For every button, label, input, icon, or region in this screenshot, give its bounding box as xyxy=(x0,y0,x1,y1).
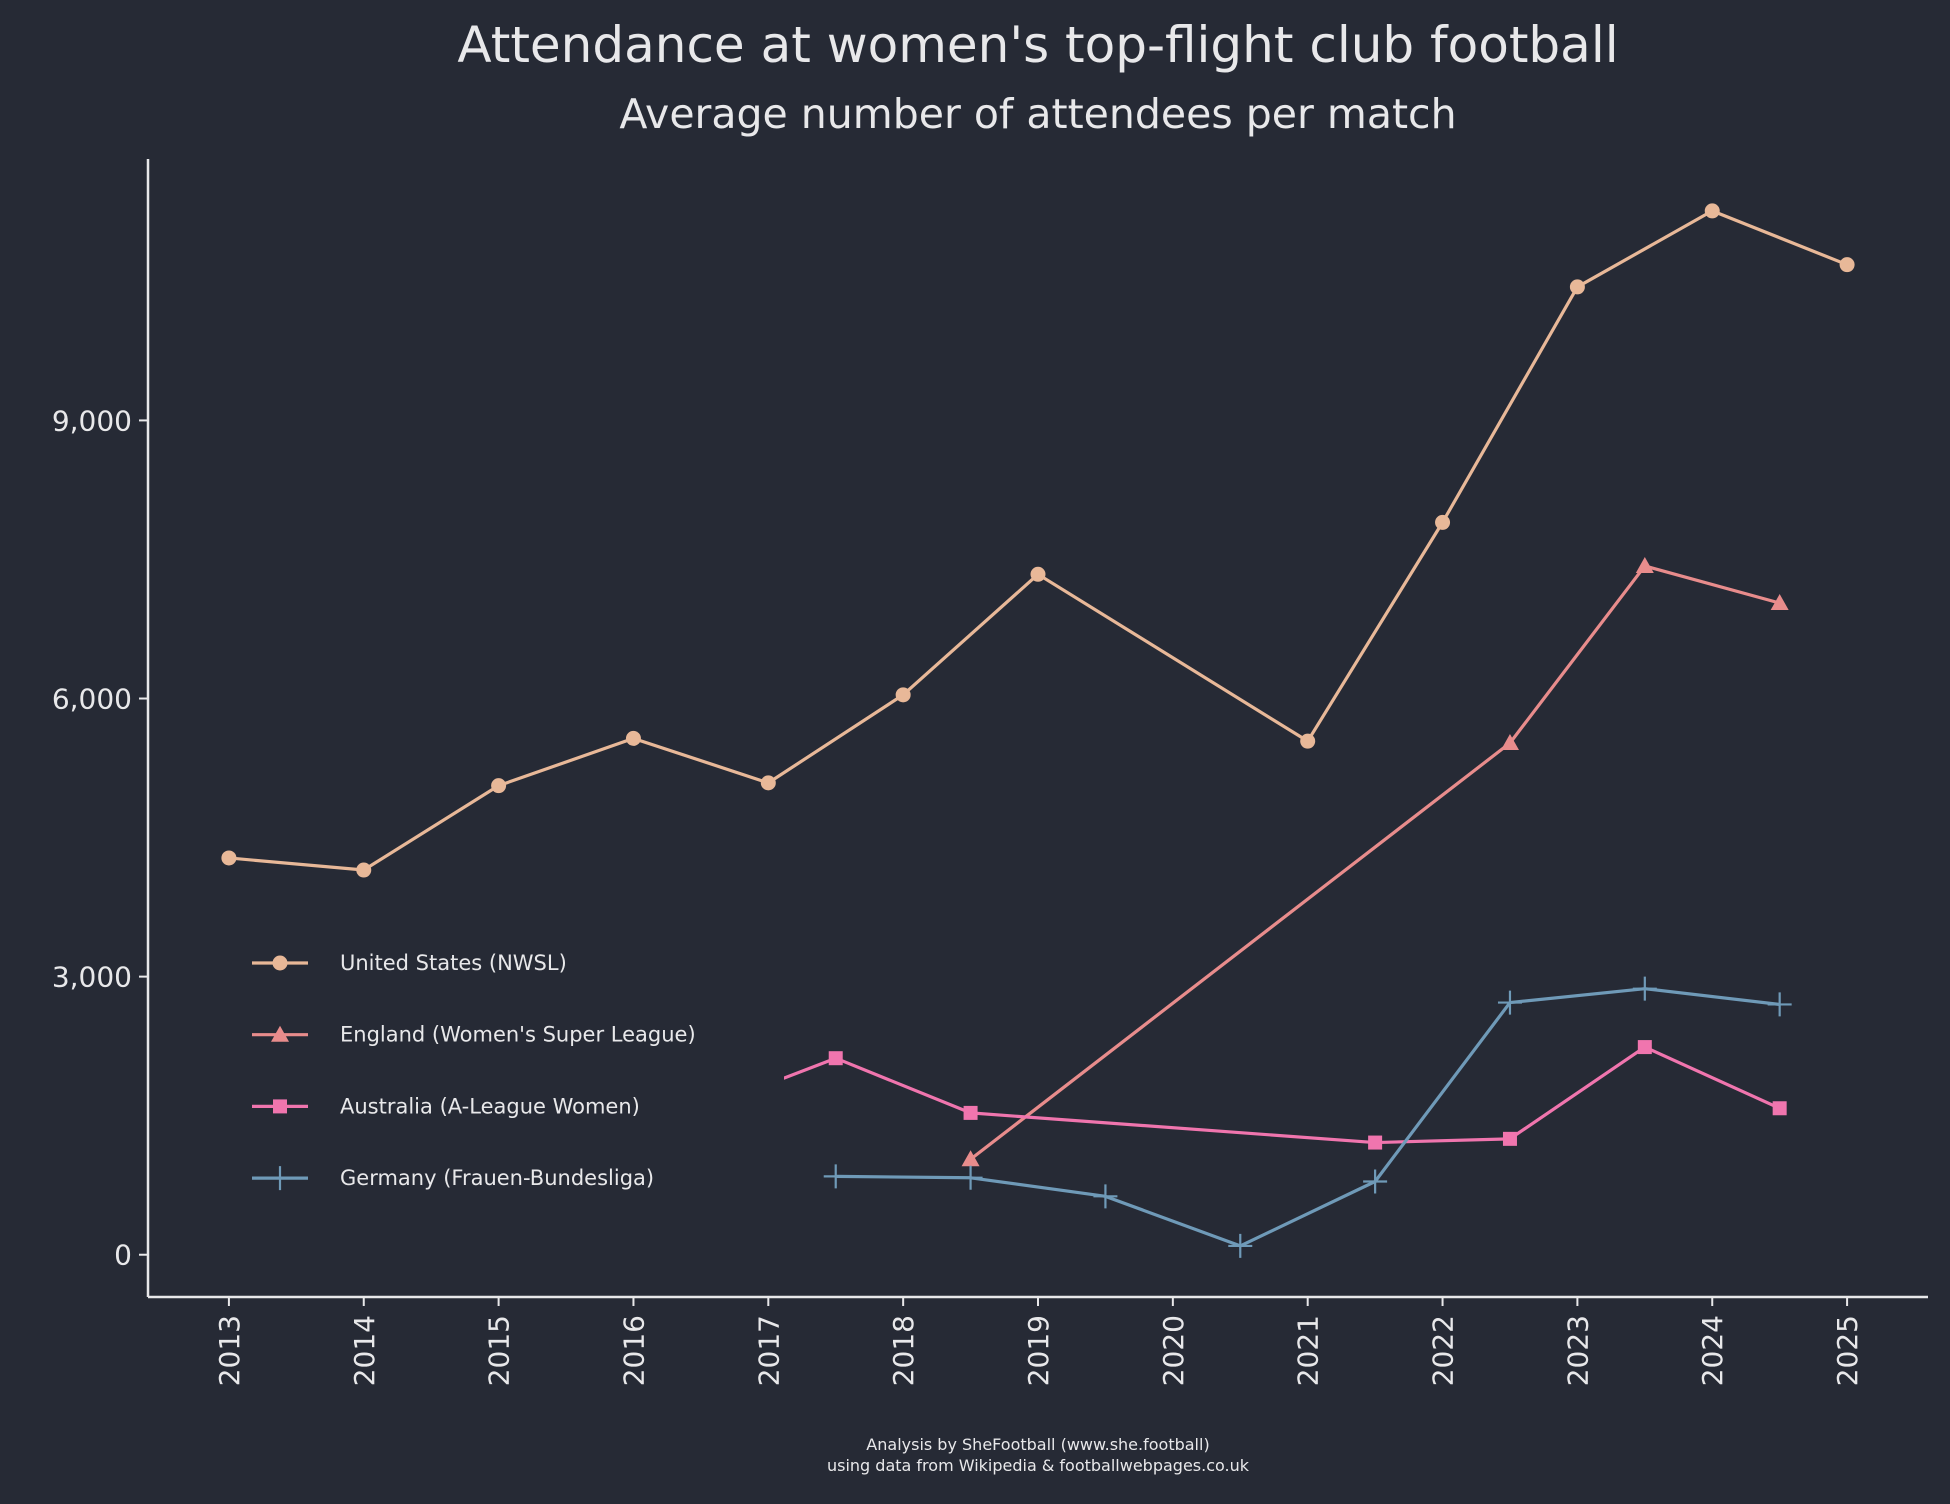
data-point xyxy=(1767,992,1792,1017)
footer-line-2: using data from Wikipedia & footballwebp… xyxy=(827,1456,1250,1475)
data-point xyxy=(1435,514,1451,530)
data-point xyxy=(1772,1101,1787,1116)
data-point xyxy=(895,687,911,703)
plot-area xyxy=(221,203,1855,1258)
data-point xyxy=(1635,556,1654,573)
data-point xyxy=(221,850,237,866)
legend-entry-1: England (Women's Super League) xyxy=(252,1023,696,1047)
data-point xyxy=(1569,279,1585,295)
data-point xyxy=(625,730,641,746)
data-point xyxy=(491,778,507,794)
chart-subtitle: Average number of attendees per match xyxy=(619,90,1456,138)
legend: United States (NWSL) England (Women's Sup… xyxy=(236,930,784,1210)
series-1 xyxy=(961,556,1789,1167)
data-point xyxy=(1637,1040,1652,1055)
legend-label: United States (NWSL) xyxy=(340,951,567,975)
data-point xyxy=(1497,990,1522,1015)
series-2 xyxy=(693,1040,1787,1150)
legend-marker xyxy=(273,1099,287,1114)
data-point xyxy=(828,1051,843,1066)
legend-label: Australia (A-League Women) xyxy=(340,1094,640,1118)
data-point xyxy=(823,1164,848,1189)
data-point xyxy=(1839,257,1855,273)
series-3 xyxy=(823,976,1792,1258)
data-point xyxy=(1704,203,1720,219)
data-point xyxy=(1632,976,1657,1001)
x-tick-label: 2019 xyxy=(1022,1315,1055,1386)
data-point xyxy=(1300,733,1316,749)
series-line xyxy=(835,987,1780,1248)
x-tick-label: 2014 xyxy=(348,1315,381,1386)
x-tick-label: 2022 xyxy=(1427,1315,1460,1386)
data-point xyxy=(1770,594,1789,611)
data-point xyxy=(1030,566,1046,582)
data-point xyxy=(1093,1184,1118,1209)
data-point xyxy=(1363,1169,1388,1194)
x-tick-label: 2020 xyxy=(1157,1315,1190,1386)
y-tick-label: 9,000 xyxy=(52,404,132,437)
y-tick-label: 0 xyxy=(114,1239,132,1272)
legend-marker xyxy=(268,1166,292,1191)
x-tick-label: 2025 xyxy=(1831,1315,1864,1386)
x-tick-label: 2021 xyxy=(1292,1315,1325,1386)
data-point xyxy=(1368,1135,1383,1150)
chart-title: Attendance at women's top-flight club fo… xyxy=(457,16,1618,74)
x-tick-label: 2024 xyxy=(1696,1315,1729,1386)
series-line xyxy=(228,209,1848,872)
legend-box xyxy=(236,930,784,1210)
x-tick-label: 2017 xyxy=(752,1315,785,1386)
legend-marker xyxy=(272,955,288,971)
legend-entry-2: Australia (A-League Women) xyxy=(252,1094,640,1118)
x-tick-label: 2018 xyxy=(887,1315,920,1386)
x-tick-label: 2013 xyxy=(213,1315,246,1386)
data-point xyxy=(1500,734,1519,751)
legend-entry-3: Germany (Frauen-Bundesliga) xyxy=(252,1166,654,1191)
data-point xyxy=(1502,1131,1517,1146)
data-point xyxy=(958,1165,983,1190)
x-tick-label: 2016 xyxy=(617,1315,650,1386)
legend-marker xyxy=(271,1025,289,1042)
y-tick-label: 6,000 xyxy=(52,683,132,716)
y-tick-label: 3,000 xyxy=(52,961,132,994)
data-point xyxy=(961,1150,980,1167)
axes: 0 3,000 6,000 9,000 2013 2014 2015 2016 2017 2018… xyxy=(52,159,1928,1386)
series-0 xyxy=(221,203,1855,878)
data-point xyxy=(963,1105,978,1120)
legend-label: England (Women's Super League) xyxy=(340,1023,696,1047)
series-line xyxy=(969,564,1781,1161)
x-tick-label: 2023 xyxy=(1561,1315,1594,1386)
legend-entry-0: United States (NWSL) xyxy=(252,951,567,975)
x-tick-label: 2015 xyxy=(483,1315,516,1386)
legend-label: Germany (Frauen-Bundesliga) xyxy=(340,1166,654,1190)
data-point xyxy=(356,862,372,878)
footer-line-1: Analysis by SheFootball (www.she.footbal… xyxy=(866,1435,1209,1454)
data-point xyxy=(760,775,776,791)
data-point xyxy=(1228,1233,1253,1258)
